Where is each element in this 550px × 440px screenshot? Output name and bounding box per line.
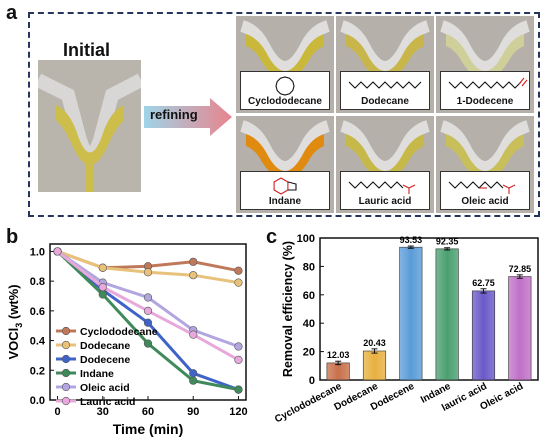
legend-label: Cyclododecane	[80, 326, 158, 338]
x-tick-label: 60	[142, 406, 154, 418]
sample-label: Cyclododecane	[248, 96, 322, 107]
y-tick-label: 0.8	[30, 276, 45, 288]
sample-caption: Dodecane	[340, 71, 430, 110]
data-point	[189, 257, 198, 266]
sample-label: Dodecane	[361, 96, 409, 107]
indane-molecule-icon	[273, 177, 297, 195]
x-tick-label: 90	[187, 406, 199, 418]
sample-caption: 1-Dodecene	[440, 71, 530, 110]
y-tick-label: 0.6	[30, 306, 45, 318]
data-point	[98, 263, 107, 272]
bar-value-label: 62.75	[472, 278, 495, 288]
sample-label: Oleic acid	[461, 196, 509, 207]
bar	[399, 246, 423, 381]
bar	[471, 290, 496, 381]
legend-marker	[61, 354, 71, 364]
data-point	[143, 293, 153, 302]
voc-line-chart: 0 30 60 90 120 0.0 0.2 0.4 0.6 0.8 1.0 Time (min) VO…	[6, 243, 248, 437]
legend-label: Lauric acid	[80, 396, 135, 408]
bar	[362, 350, 387, 381]
legend-marker	[61, 340, 71, 350]
sample-caption: Cyclododecane	[240, 71, 330, 110]
sample-photo: Cyclododecane	[236, 16, 334, 113]
acid-molecule-icon	[348, 181, 416, 194]
legend-label: Dodecene	[80, 354, 130, 366]
y-tick-label: 100	[297, 233, 315, 245]
sample-caption: Oleic acid	[440, 171, 530, 210]
bar-value-label: 20.43	[363, 338, 386, 348]
data-point	[189, 376, 198, 385]
sample-caption: Lauric acid	[340, 171, 430, 210]
data-point	[234, 355, 243, 364]
data-point	[234, 342, 243, 351]
sample-photo: Lauric acid	[336, 116, 434, 213]
bar-value-label: 72.85	[509, 264, 532, 274]
data-point	[98, 290, 107, 299]
y-tick-label: 80	[303, 261, 315, 273]
sample-photo: Dodecane	[336, 16, 434, 113]
y-tick-label: 0.0	[30, 395, 45, 407]
chain-molecule-icon	[348, 81, 422, 89]
data-point	[53, 247, 62, 256]
bar	[508, 276, 532, 381]
data-point	[143, 318, 153, 327]
initial-label: Initial	[63, 40, 111, 60]
y-tick-label: 20	[303, 347, 315, 359]
bar-value-label: 93.53	[400, 235, 423, 245]
y-axis-label: VOCl3 (wt%)	[6, 284, 24, 359]
data-point	[189, 330, 198, 339]
ring-molecule-icon	[275, 76, 295, 96]
data-point	[98, 282, 107, 292]
refining-arrow-icon	[144, 98, 232, 136]
data-point	[143, 268, 153, 277]
data-point	[234, 385, 243, 394]
y-axis-label: Removal efficiency (%)	[281, 241, 295, 377]
sample-label: Lauric acid	[358, 196, 412, 207]
x-tick-label: 120	[229, 406, 247, 418]
panel-letter-c: c	[266, 226, 278, 248]
bar-value-label: 12.03	[327, 350, 350, 360]
y-tick-label: 1.0	[30, 246, 45, 258]
sample-label: Indane	[268, 196, 302, 207]
sample-photo: Oleic acid	[436, 116, 534, 213]
data-point	[189, 369, 198, 378]
bar	[435, 248, 459, 381]
sample-photo: Indane	[236, 116, 334, 213]
legend-label: Dodecane	[80, 340, 130, 352]
x-tick-label: 30	[97, 406, 109, 418]
initial-photo	[38, 60, 141, 192]
plot-frame	[319, 237, 539, 381]
data-point	[234, 266, 243, 275]
y-tick-label: 60	[303, 290, 315, 302]
sample-label: 1-Dodecene	[456, 96, 514, 107]
legend-marker	[61, 368, 71, 378]
sample-photo: 1-Dodecene	[436, 16, 534, 113]
data-point	[189, 271, 198, 280]
data-point	[143, 339, 153, 348]
photo-panel-frame	[28, 12, 540, 217]
legend-marker	[61, 382, 71, 392]
data-point	[143, 306, 153, 315]
y-tick-label: 0.2	[30, 365, 45, 377]
legend-label: Oleic acid	[80, 382, 130, 394]
legend-label: Indane	[80, 368, 114, 380]
alkene-molecule-icon	[448, 77, 528, 89]
data-point	[234, 278, 243, 287]
bar-value-label: 92.35	[436, 237, 459, 247]
bar	[326, 362, 350, 381]
y-tick-label: 40	[303, 318, 315, 330]
panel-letter-b: b	[6, 226, 19, 248]
y-tick-label: 0	[309, 375, 315, 387]
oleic-molecule-icon	[448, 181, 516, 194]
panel-letter-a: a	[6, 2, 18, 24]
refining-label: refining	[150, 107, 198, 122]
legend-marker	[61, 396, 71, 406]
initial-tube-image	[38, 60, 141, 192]
y-tick-label: 0.4	[30, 336, 46, 348]
legend-marker	[61, 326, 71, 336]
x-axis-label: Time (min)	[113, 421, 184, 437]
sample-caption: Indane	[240, 171, 330, 210]
x-tick-label: 0	[54, 406, 60, 418]
